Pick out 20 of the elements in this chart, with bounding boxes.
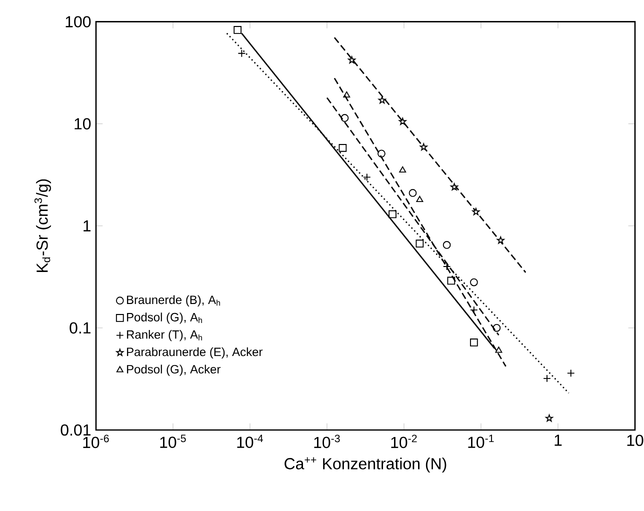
- x-tick-label: 1: [554, 434, 562, 446]
- y-tick-label: 100: [66, 16, 91, 28]
- x-tick-label: 10$^{-4}$: [237, 434, 263, 448]
- legend-label: Braunerde (B), A$_{h}$: [127, 295, 220, 306]
- x-tick-label: 10$^{-2}$: [391, 434, 417, 448]
- legend-label: Podsol (G), A$_{h}$: [127, 312, 202, 324]
- x-tick-label: 10$^{-5}$: [160, 434, 186, 448]
- x-axis-title: Ca$^{++}$ Konzentration (N): [284, 457, 446, 473]
- y-axis-title: K$_{d}$-Sr (cm$^{3}$/g): [34, 179, 51, 272]
- x-tick-label: 10$^{-6}$: [83, 434, 109, 448]
- y-tick-label: 1: [84, 220, 91, 232]
- y-tick-label: 0.1: [70, 322, 91, 334]
- y-tick-label: 10: [74, 118, 91, 130]
- legend-label: Parabraunerde (E), Acker: [127, 347, 263, 359]
- x-tick-label: 10$^{-1}$: [468, 434, 494, 448]
- x-tick-label: 10$^{-3}$: [314, 434, 340, 448]
- legend-label: Podsol (G), Acker: [127, 364, 221, 376]
- y-tick-label: 0.01: [60, 424, 90, 436]
- x-tick-label: 10: [627, 434, 644, 446]
- legend-label: Ranker (T), A$_{h}$: [127, 330, 202, 342]
